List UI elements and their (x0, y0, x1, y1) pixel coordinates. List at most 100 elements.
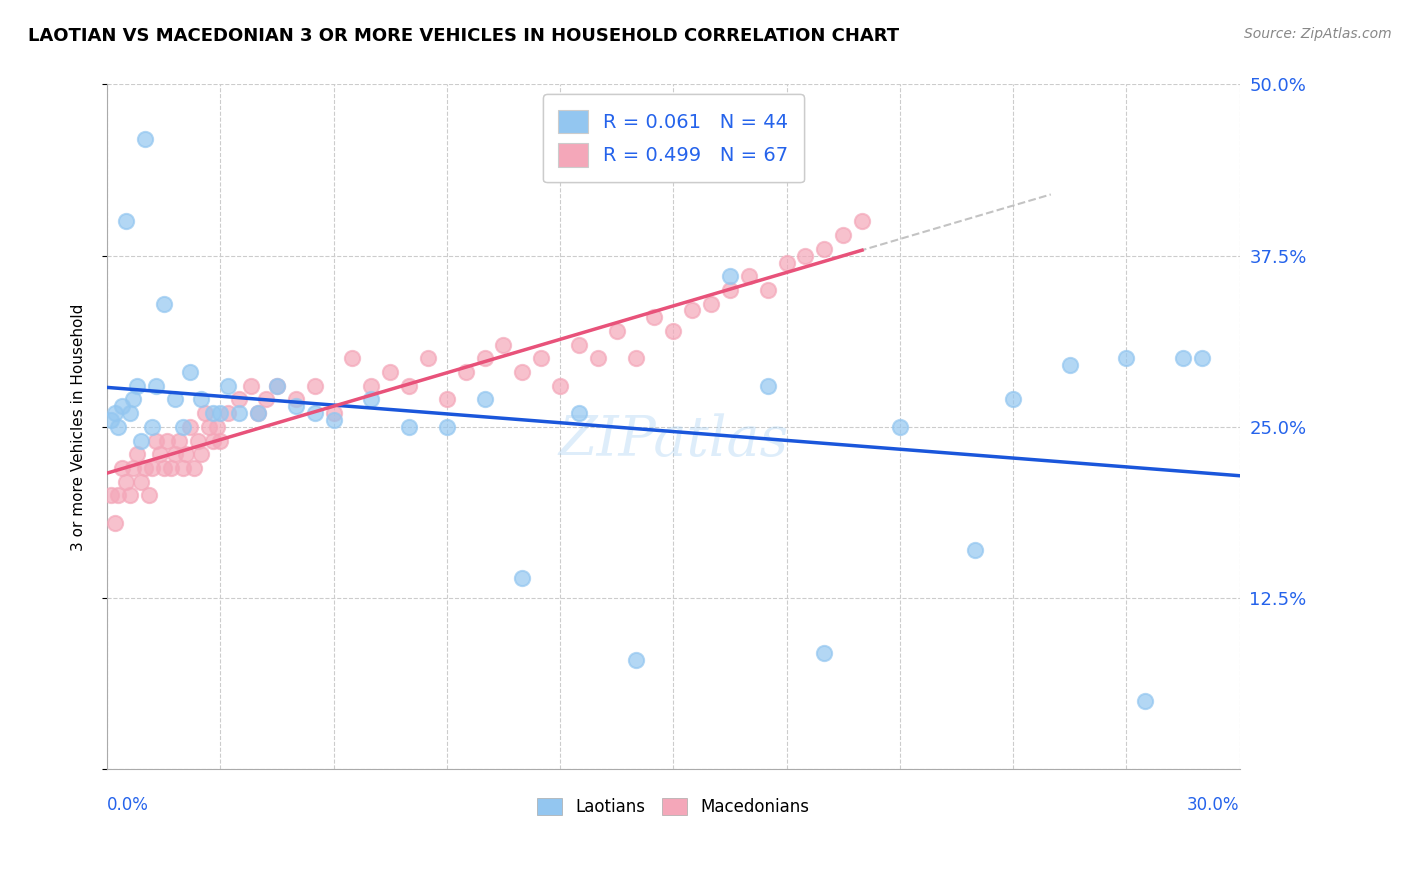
Point (398, 379, 420, 393)
Point (145, 434, 167, 448)
Point (134, 461, 156, 475)
Point (322, 413, 344, 427)
Point (889, 420, 911, 434)
Point (176, 447, 198, 461)
Point (201, 434, 224, 448)
Point (1002, 392, 1025, 407)
Point (183, 461, 205, 475)
Point (149, 447, 172, 461)
Point (965, 543, 987, 558)
Point (718, 269, 741, 284)
Point (436, 420, 458, 434)
Point (284, 400, 307, 414)
Point (163, 392, 186, 407)
Point (217, 406, 239, 420)
Point (167, 434, 190, 448)
Point (127, 379, 149, 393)
Text: 30.0%: 30.0% (1187, 797, 1240, 814)
Point (624, 351, 647, 366)
Point (1171, 351, 1194, 366)
Point (129, 475, 152, 489)
Point (416, 351, 439, 366)
Point (662, 324, 685, 338)
Point (122, 461, 145, 475)
Point (304, 379, 326, 393)
Point (134, 132, 156, 146)
Point (118, 406, 141, 420)
Point (436, 392, 458, 407)
Point (454, 365, 477, 379)
Point (548, 379, 571, 393)
Point (266, 379, 288, 393)
Point (172, 461, 194, 475)
Point (209, 434, 232, 448)
Point (398, 420, 420, 434)
Point (304, 406, 326, 420)
Point (510, 571, 533, 585)
Point (1115, 351, 1137, 366)
Point (111, 400, 134, 414)
Point (156, 434, 179, 448)
Point (205, 420, 228, 434)
Point (115, 475, 138, 489)
Point (1133, 694, 1156, 708)
Text: ZIPatlas: ZIPatlas (558, 413, 789, 468)
Point (718, 283, 741, 297)
Point (141, 420, 163, 434)
Point (738, 269, 761, 284)
Point (190, 447, 212, 461)
Point (118, 488, 141, 502)
Point (190, 392, 212, 407)
Point (111, 461, 134, 475)
Point (104, 516, 127, 530)
Point (187, 434, 209, 448)
Point (1191, 351, 1213, 366)
Point (851, 214, 873, 228)
Point (342, 351, 364, 366)
Point (160, 461, 183, 475)
Text: LAOTIAN VS MACEDONIAN 3 OR MORE VEHICLES IN HOUSEHOLD CORRELATION CHART: LAOTIAN VS MACEDONIAN 3 OR MORE VEHICLES… (28, 27, 900, 45)
Point (201, 406, 224, 420)
Point (643, 310, 665, 325)
Point (756, 379, 779, 393)
Point (510, 365, 533, 379)
Point (474, 392, 496, 407)
Point (141, 461, 163, 475)
Point (172, 420, 194, 434)
Point (100, 488, 122, 502)
Point (492, 337, 515, 351)
Point (104, 406, 127, 420)
Y-axis label: 3 or more Vehicles in Household: 3 or more Vehicles in Household (72, 303, 86, 550)
Point (813, 242, 835, 256)
Point (239, 379, 262, 393)
Point (775, 255, 797, 269)
Point (474, 351, 496, 366)
Point (100, 413, 122, 427)
Point (152, 296, 174, 310)
Point (129, 434, 152, 448)
Point (107, 420, 129, 434)
Point (681, 303, 703, 318)
Point (832, 228, 855, 243)
Point (152, 461, 174, 475)
Point (530, 351, 553, 366)
Point (586, 351, 609, 366)
Legend: R = 0.061   N = 44, R = 0.499   N = 67: R = 0.061 N = 44, R = 0.499 N = 67 (543, 95, 804, 183)
Point (247, 406, 270, 420)
Text: 0.0%: 0.0% (107, 797, 149, 814)
Point (145, 379, 167, 393)
Point (228, 406, 250, 420)
Point (194, 406, 217, 420)
Point (756, 283, 779, 297)
Point (568, 406, 591, 420)
Point (568, 337, 591, 351)
Point (624, 653, 647, 667)
Point (247, 406, 270, 420)
Point (138, 488, 160, 502)
Point (794, 249, 817, 263)
Point (360, 379, 382, 393)
Text: Source: ZipAtlas.com: Source: ZipAtlas.com (1244, 27, 1392, 41)
Point (1059, 358, 1081, 372)
Point (254, 392, 277, 407)
Point (122, 392, 145, 407)
